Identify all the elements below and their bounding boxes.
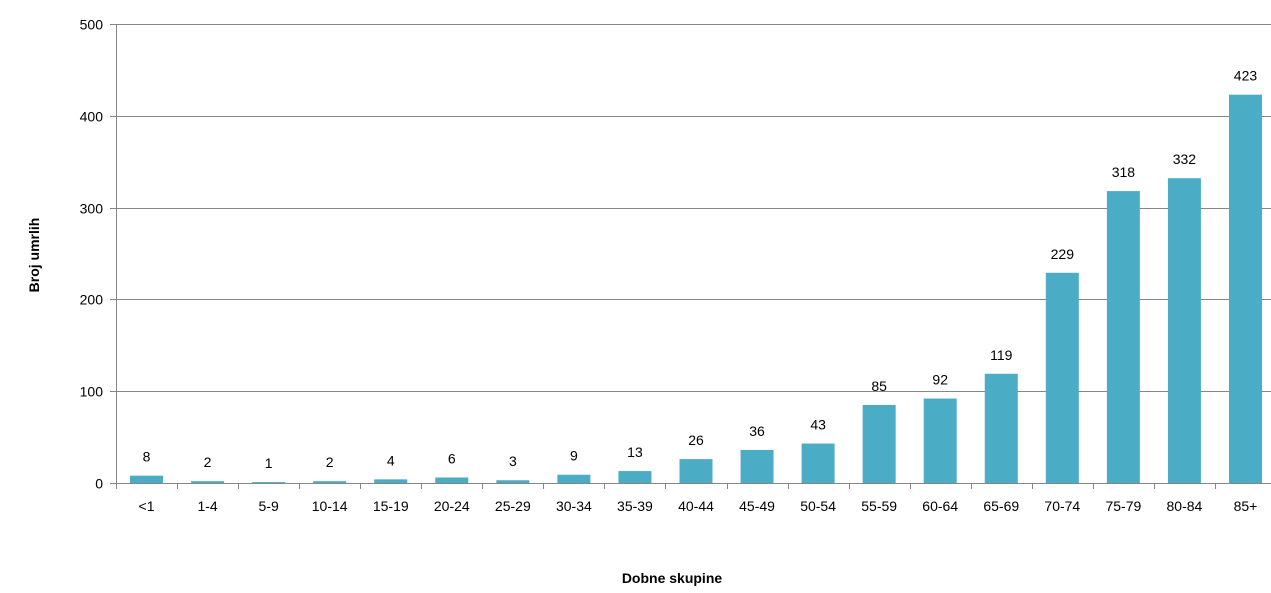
x-axis-title: Dobne skupine [622,570,723,586]
bar-60-64 [923,398,957,483]
x-tick-label: 45-49 [739,498,775,514]
data-label: 9 [570,448,578,464]
bar-85+ [1228,94,1262,483]
grid-lines [116,24,1271,392]
x-tick-label: 15-19 [373,498,409,514]
bar-15-19 [374,479,408,483]
data-label: 229 [1051,246,1075,262]
x-tick-label: 40-44 [678,498,714,514]
x-tick-label: <1 [139,498,155,514]
bar-10-14 [313,481,347,483]
data-label: 332 [1173,151,1197,167]
bar-80-84 [1167,178,1201,483]
bar-65-69 [984,373,1018,483]
y-tick-label: 100 [80,384,104,400]
x-tick-label: 1-4 [197,498,217,514]
data-label: 13 [627,444,643,460]
x-tick-label: 65-69 [983,498,1019,514]
bar-75-79 [1106,191,1140,484]
data-label: 26 [688,432,704,448]
data-label: 2 [326,454,334,470]
y-tick-label: 400 [80,109,104,125]
x-tick-label: 5-9 [259,498,279,514]
data-label: 6 [448,450,456,466]
data-label: 92 [932,372,948,388]
data-label: 1 [265,455,273,471]
bar-35-39 [618,471,652,483]
x-tick-label: 80-84 [1167,498,1203,514]
data-label: 85 [871,378,887,394]
bar-<1 [130,475,164,483]
y-axis-title: Broj umrlih [26,218,42,293]
data-label: 43 [810,417,826,433]
bar-40-44 [679,459,713,483]
data-label: 119 [990,347,1013,363]
bar-25-29 [496,480,530,483]
y-tick-label: 300 [80,201,104,217]
x-tick-label: 50-54 [800,498,836,514]
y-tick-label: 500 [80,17,104,33]
data-label: 8 [143,449,151,465]
bar-20-24 [435,477,469,483]
data-label: 318 [1112,164,1136,180]
x-tick-label: 10-14 [312,498,348,514]
x-tick-label: 60-64 [922,498,958,514]
data-labels: 8 2 1 2 4 6 3 9 13 26 36 43 85 92 119 229 318 332 423 [143,68,1258,471]
data-label: 36 [749,423,765,439]
axes [110,24,1271,489]
data-label: 3 [509,453,517,469]
x-tick-label: 20-24 [434,498,470,514]
bar-1-4 [191,481,225,483]
y-tick-labels: 0 100 200 300 400 500 [80,17,104,492]
x-tick-label: 30-34 [556,498,592,514]
x-tick-label: 75-79 [1105,498,1141,514]
bar-55-59 [862,404,896,483]
bar-5-9 [252,482,286,483]
data-label: 423 [1234,68,1258,84]
y-tick-label: 200 [80,292,104,308]
bar-30-34 [557,474,591,483]
x-tick-label: 70-74 [1044,498,1080,514]
x-tick-label: 55-59 [861,498,897,514]
x-tick-labels: <1 1-4 5-9 10-14 15-19 20-24 25-29 30-34 35-39 40… [139,498,1258,514]
bar-50-54 [801,443,835,483]
data-label: 4 [387,452,395,468]
bar-series [130,94,1262,484]
x-tick-label: 35-39 [617,498,653,514]
data-label: 2 [204,454,212,470]
x-tick-label: 85+ [1234,498,1258,514]
bar-45-49 [740,449,774,483]
y-tick-label: 0 [95,476,103,492]
bar-70-74 [1045,272,1079,483]
x-tick-label: 25-29 [495,498,531,514]
